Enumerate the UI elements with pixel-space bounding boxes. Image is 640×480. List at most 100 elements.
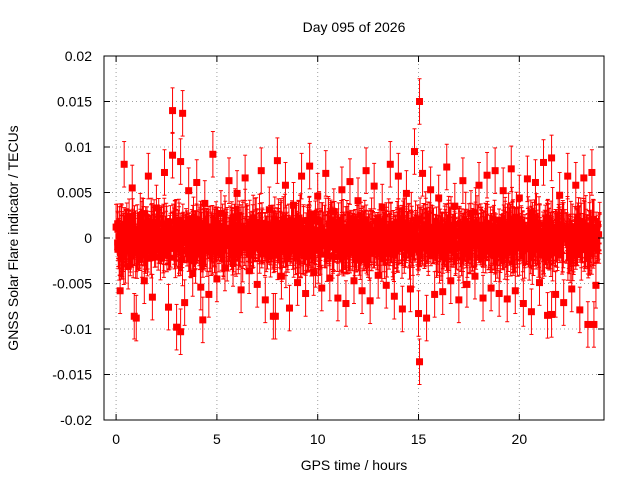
- data-point: [229, 240, 237, 287]
- x-axis-label: GPS time / hours: [301, 457, 408, 473]
- point-marker: [590, 320, 598, 328]
- point-marker: [346, 178, 354, 186]
- point-marker: [302, 290, 310, 298]
- x-axis-ticks: 0 5 10 15 20: [112, 56, 527, 447]
- point-marker: [148, 293, 156, 301]
- point-marker: [540, 158, 548, 166]
- data-point: [370, 162, 378, 210]
- error-bar-band: [114, 186, 603, 289]
- data-point: [136, 192, 144, 240]
- data-point: [443, 143, 451, 191]
- point-marker: [197, 283, 205, 291]
- x-tick-label: 0: [112, 431, 120, 447]
- data-point: [257, 147, 265, 194]
- point-marker: [370, 182, 378, 190]
- data-point: [354, 177, 362, 224]
- point-marker: [378, 203, 386, 211]
- data-point: [334, 274, 342, 322]
- point-marker: [531, 178, 539, 186]
- point-marker: [588, 168, 596, 176]
- point-marker: [487, 284, 495, 292]
- x-tick-label: 5: [213, 431, 221, 447]
- point-marker: [169, 107, 177, 115]
- point-marker: [580, 174, 588, 182]
- data-point: [398, 285, 406, 333]
- point-marker: [257, 167, 265, 175]
- point-marker: [431, 290, 439, 298]
- data-point: [374, 252, 382, 299]
- y-tick-label: 0.01: [65, 139, 92, 155]
- data-point: [199, 296, 207, 344]
- data-point: [261, 276, 269, 324]
- data-point: [439, 268, 447, 315]
- data-point: [217, 190, 225, 237]
- point-marker: [116, 287, 124, 295]
- point-marker: [338, 186, 346, 194]
- data-point: [535, 259, 543, 306]
- data-point: [548, 134, 556, 182]
- data-point: [527, 288, 535, 335]
- point-marker: [519, 300, 527, 308]
- data-point: [124, 242, 132, 290]
- point-marker: [435, 194, 443, 202]
- data-point: [560, 279, 568, 326]
- y-tick-label: -0.01: [60, 321, 92, 337]
- point-marker: [366, 297, 374, 305]
- data-point: [431, 271, 439, 318]
- point-marker: [451, 202, 459, 210]
- data-point: [281, 161, 289, 209]
- point-marker: [443, 163, 451, 171]
- data-point: [572, 161, 580, 209]
- data-point: [592, 262, 600, 309]
- point-marker: [535, 279, 543, 287]
- point-marker: [362, 167, 370, 175]
- data-point: [564, 152, 572, 200]
- data-point: [318, 264, 326, 312]
- point-marker: [467, 209, 475, 217]
- data-point: [406, 265, 414, 313]
- data-point: [503, 275, 511, 323]
- point-marker: [394, 172, 402, 180]
- point-marker: [415, 310, 423, 318]
- y-tick-label: -0.015: [52, 367, 92, 383]
- y-tick-label: -0.005: [52, 276, 92, 292]
- point-marker: [326, 274, 334, 282]
- point-marker: [483, 171, 491, 179]
- data-point: [221, 244, 229, 292]
- point-marker: [213, 275, 221, 283]
- data-point: [265, 186, 273, 234]
- point-marker: [281, 181, 289, 189]
- data-point: [181, 279, 189, 326]
- data-point: [271, 293, 279, 340]
- point-marker: [402, 189, 410, 197]
- data-point: [128, 164, 136, 212]
- point-marker: [169, 151, 177, 159]
- point-marker: [358, 287, 366, 295]
- point-marker: [130, 312, 138, 320]
- data-point: [519, 280, 527, 327]
- point-marker: [564, 172, 572, 180]
- data-point: [322, 150, 330, 197]
- data-point: [338, 166, 346, 214]
- data-point: [213, 255, 221, 303]
- point-marker: [374, 271, 382, 279]
- point-marker: [447, 277, 455, 285]
- x-tick-label: 10: [310, 431, 326, 447]
- point-marker: [271, 312, 279, 320]
- point-marker: [491, 167, 499, 175]
- data-point: [120, 141, 128, 188]
- point-marker: [165, 303, 173, 311]
- point-marker: [177, 158, 185, 166]
- data-point: [491, 147, 499, 194]
- point-marker: [330, 208, 338, 216]
- data-point: [394, 152, 402, 200]
- data-point: [410, 128, 418, 175]
- point-marker: [181, 299, 189, 307]
- data-point: [241, 154, 249, 202]
- point-marker: [398, 305, 406, 313]
- data-point: [423, 294, 431, 342]
- point-marker: [124, 262, 132, 270]
- data-point: [201, 180, 209, 227]
- point-marker: [416, 358, 424, 366]
- point-marker: [556, 191, 564, 199]
